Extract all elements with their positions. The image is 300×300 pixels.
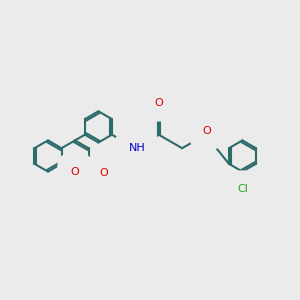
Text: Cl: Cl (237, 184, 248, 194)
Text: O: O (70, 167, 80, 177)
Text: O: O (100, 168, 109, 178)
Text: O: O (203, 126, 212, 136)
Text: O: O (154, 98, 163, 108)
Text: NH: NH (128, 143, 145, 153)
